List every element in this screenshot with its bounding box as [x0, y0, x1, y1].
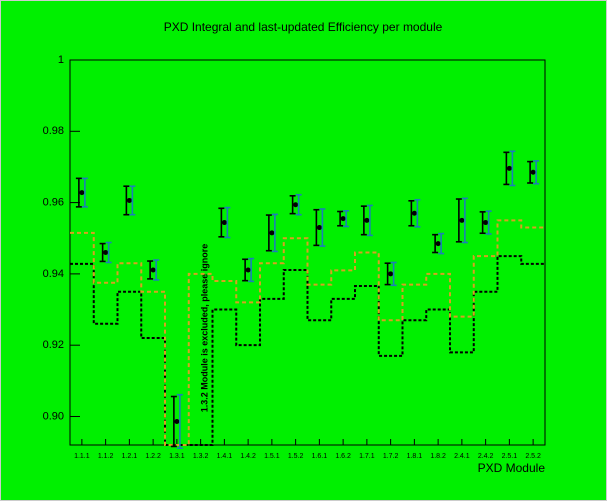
x-tick-label: 1.1.2 — [98, 453, 114, 460]
point — [364, 217, 370, 223]
error-bar — [485, 210, 492, 235]
error-bar — [265, 214, 272, 252]
point — [245, 267, 251, 273]
error-bar — [105, 241, 112, 264]
point — [340, 216, 346, 222]
point — [293, 202, 299, 208]
y-tick-label: 0.98 — [43, 125, 64, 137]
error-bar — [455, 198, 462, 243]
point — [79, 190, 85, 196]
error-bar — [248, 257, 255, 283]
y-tick-label: 0.92 — [43, 339, 64, 351]
plot-frame — [69, 59, 546, 446]
x-tick-label: 1.5.1 — [264, 453, 280, 460]
x-tick-label: 1.8.2 — [430, 453, 446, 460]
chart-title: PXD Integral and last-updated Efficiency… — [164, 20, 443, 34]
step-line — [70, 255, 545, 446]
error-bar — [99, 242, 106, 263]
error-bar — [295, 193, 302, 216]
x-tick-label: 1.8.1 — [407, 453, 423, 460]
error-bar — [218, 207, 225, 238]
error-bar — [123, 185, 130, 216]
error-bar — [360, 205, 367, 236]
point — [221, 220, 227, 226]
x-tick-label: 1.7.2 — [383, 453, 399, 460]
x-tick-label: 1.4.1 — [217, 453, 233, 460]
error-bar — [461, 197, 468, 244]
point — [411, 210, 417, 216]
error-bar — [242, 258, 249, 282]
error-bar — [527, 160, 534, 184]
point — [435, 241, 441, 247]
error-bar — [170, 395, 177, 448]
y-tick-label: 0.90 — [43, 410, 64, 422]
error-bar — [366, 204, 373, 237]
x-tick-label: 1.1.1 — [74, 453, 90, 460]
point — [530, 169, 536, 175]
point — [459, 217, 465, 223]
y-tick-label: 1 — [58, 54, 64, 66]
error-bar — [147, 260, 154, 280]
point — [506, 165, 512, 171]
x-tick-label: 2.5.1 — [502, 453, 518, 460]
error-bar — [129, 185, 136, 216]
x-tick-label: 1.3.1 — [169, 453, 185, 460]
error-bar — [337, 210, 344, 227]
error-bar — [503, 151, 510, 186]
point — [483, 220, 489, 226]
x-tick-label: 1.4.2 — [240, 453, 256, 460]
x-tick-label: 1.6.1 — [312, 453, 328, 460]
x-tick-label: 1.6.2 — [335, 453, 351, 460]
point — [388, 271, 394, 277]
x-tick-label: 1.5.2 — [288, 453, 304, 460]
point — [269, 230, 275, 236]
error-bar — [509, 150, 516, 187]
error-bar — [176, 393, 183, 450]
point — [316, 225, 322, 231]
error-bar — [81, 177, 88, 208]
error-bar — [75, 177, 82, 208]
x-tick-label: 1.7.1 — [359, 453, 375, 460]
x-axis-label: PXD Module — [478, 461, 546, 475]
point — [174, 418, 180, 424]
error-bar — [343, 209, 350, 228]
error-bar — [224, 206, 231, 239]
error-bar — [390, 261, 397, 287]
error-bar — [289, 195, 296, 215]
error-bar — [432, 233, 439, 254]
point — [103, 250, 109, 255]
annotation: 1.3.2 Module is excluded, please ignore — [199, 244, 209, 413]
error-bar — [153, 259, 160, 281]
error-bar — [384, 262, 391, 286]
step-line — [70, 219, 545, 446]
error-bar — [479, 211, 486, 235]
point — [126, 197, 132, 203]
y-tick-label: 0.96 — [43, 196, 64, 208]
error-bar — [414, 198, 421, 228]
x-tick-label: 2.5.2 — [525, 453, 541, 460]
x-tick-label: 2.4.1 — [454, 453, 470, 460]
x-tick-label: 1.3.2 — [193, 453, 209, 460]
x-tick-label: 1.2.2 — [145, 453, 161, 460]
error-bar — [271, 213, 278, 253]
error-bar — [313, 208, 320, 247]
point — [150, 267, 156, 273]
error-bar — [408, 200, 415, 227]
error-bar — [319, 208, 326, 247]
x-tick-label: 2.4.2 — [478, 453, 494, 460]
error-bar — [438, 232, 445, 255]
x-tick-label: 1.2.1 — [122, 453, 138, 460]
y-tick-label: 0.94 — [43, 268, 64, 280]
error-bar — [533, 160, 540, 185]
